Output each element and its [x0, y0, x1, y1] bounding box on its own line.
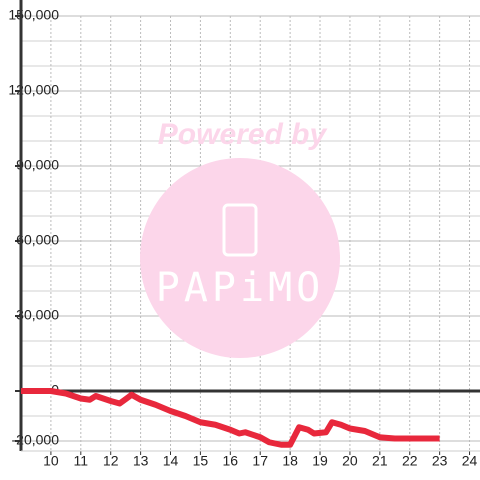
x-tick-label: 17 — [252, 453, 268, 469]
x-tick-label: 19 — [312, 453, 328, 469]
x-tick-label: 20 — [342, 453, 358, 469]
y-tick-label: -20,000 — [12, 432, 60, 448]
x-tick-label: 18 — [282, 453, 298, 469]
watermark-circle — [140, 158, 340, 358]
x-tick-label: 24 — [462, 453, 478, 469]
x-tick-label: 10 — [43, 453, 59, 469]
watermark: Powered by PAPiMO — [140, 118, 340, 358]
y-tick-label: 90,000 — [16, 157, 59, 173]
y-tick-label: 60,000 — [16, 232, 59, 248]
x-tick-label: 14 — [163, 453, 179, 469]
watermark-logo: PAPiMO — [156, 265, 325, 311]
x-tick-label: 13 — [133, 453, 149, 469]
watermark-text: Powered by — [158, 118, 328, 151]
x-tick-label: 12 — [103, 453, 119, 469]
x-tick-label: 11 — [74, 453, 89, 469]
y-tick-label: 30,000 — [16, 307, 59, 323]
data-line — [21, 388, 440, 448]
x-tick-label: 22 — [402, 453, 418, 469]
watermark-phone — [222, 203, 258, 257]
x-tick-label: 16 — [223, 453, 239, 469]
x-tick-label: 15 — [193, 453, 209, 469]
x-tick-label: 23 — [432, 453, 448, 469]
y-tick-label: 120,000 — [8, 82, 59, 98]
x-tick-label: 21 — [372, 453, 388, 469]
y-tick-label: 150,000 — [8, 7, 59, 23]
